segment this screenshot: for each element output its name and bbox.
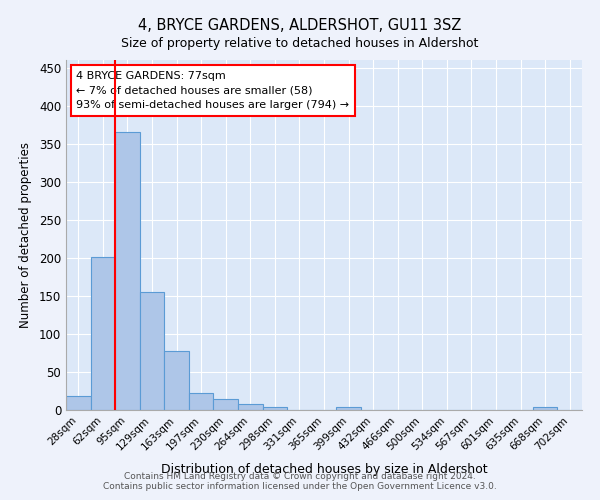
Bar (336, 407, 361, 410)
Text: 4 BRYCE GARDENS: 77sqm
← 7% of detached houses are smaller (58)
93% of semi-deta: 4 BRYCE GARDENS: 77sqm ← 7% of detached … (76, 70, 349, 110)
Text: Size of property relative to detached houses in Aldershot: Size of property relative to detached ho… (121, 38, 479, 51)
Bar (263, 407, 287, 410)
Bar (66, 396, 91, 410)
Bar (164, 350, 189, 410)
Bar (238, 404, 263, 410)
X-axis label: Distribution of detached houses by size in Aldershot: Distribution of detached houses by size … (161, 463, 487, 476)
Text: Contains HM Land Registry data © Crown copyright and database right 2024.
Contai: Contains HM Land Registry data © Crown c… (103, 472, 497, 491)
Bar (115, 132, 140, 410)
Bar (189, 394, 214, 410)
Bar (91, 257, 115, 410)
Bar (140, 292, 164, 410)
Text: 4, BRYCE GARDENS, ALDERSHOT, GU11 3SZ: 4, BRYCE GARDENS, ALDERSHOT, GU11 3SZ (139, 18, 461, 32)
Y-axis label: Number of detached properties: Number of detached properties (19, 142, 32, 328)
Bar (214, 398, 238, 410)
Bar (533, 407, 557, 410)
